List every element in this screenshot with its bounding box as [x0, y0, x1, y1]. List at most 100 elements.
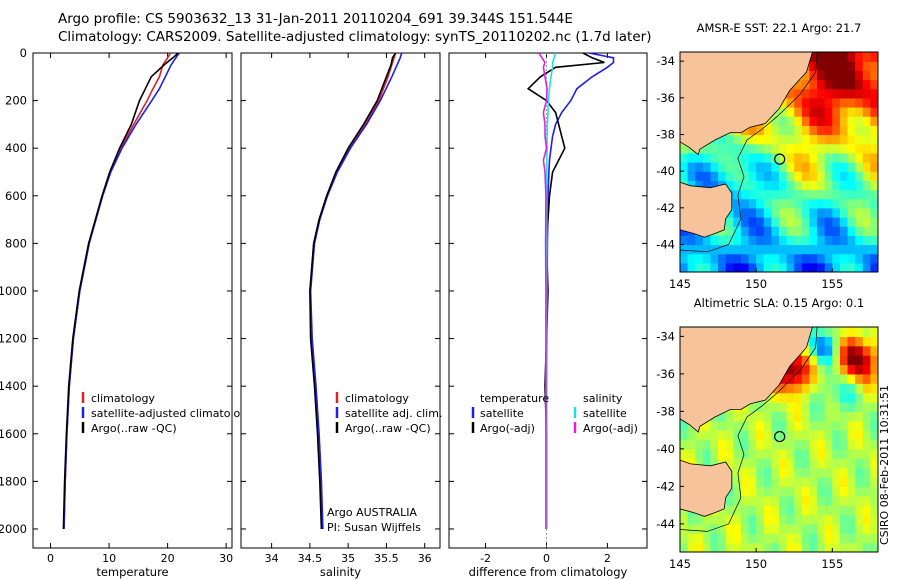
sla_map-cell — [756, 486, 765, 497]
sla_map-cell — [725, 505, 734, 516]
sla_map-cell — [748, 486, 757, 497]
sst_map-cell — [832, 143, 841, 154]
sst_map-cell — [832, 134, 841, 145]
sla_map-cell — [817, 345, 826, 356]
sla_map-cell — [740, 467, 750, 478]
sla_map-cell — [817, 514, 826, 525]
sla_map-cell — [680, 542, 689, 552]
sla_map-cell — [847, 392, 856, 403]
sla_map-cell — [809, 383, 818, 394]
sla_map-cell — [748, 448, 757, 459]
temperature-ytick-label: 1400 — [0, 379, 27, 393]
sla_map-cell — [695, 430, 704, 441]
sst_map-title: AMSR-E SST: 22.1 Argo: 21.7 — [697, 21, 862, 35]
sla_map-cell — [695, 533, 704, 544]
sla_map-cell — [832, 402, 841, 412]
sst_map-cell — [748, 198, 757, 209]
sla_map-cell — [771, 514, 780, 525]
sst_map-cell — [801, 116, 811, 126]
sla_map-cell — [763, 448, 772, 459]
temperature-ytick-label: 1200 — [0, 332, 27, 346]
sla_map-cell — [763, 477, 772, 487]
sst_map-cell — [801, 125, 811, 136]
sla_map-cell — [862, 364, 871, 375]
sla_map-cell — [847, 364, 856, 375]
sst_map-cell — [771, 235, 780, 246]
sla_map-cell — [847, 402, 856, 412]
sla_map-cell — [809, 364, 818, 375]
sst_map-cell — [817, 171, 826, 181]
sla_map-cell — [756, 477, 765, 487]
sst_map-cell — [824, 171, 833, 181]
sla_map-cell — [809, 327, 818, 337]
temperature-xtick-label: 0 — [47, 552, 54, 565]
sla_map-cell — [824, 448, 833, 459]
sst_map-cell — [839, 107, 849, 117]
sst_map-cell — [763, 143, 772, 154]
sla_map-cell — [740, 542, 750, 552]
sla_map-cell — [801, 383, 811, 394]
sla_map-cell — [740, 523, 750, 534]
sst_map-ytick-label: -40 — [656, 164, 675, 178]
sla_map-cell — [740, 495, 750, 506]
sla_map-cell — [847, 458, 856, 469]
sla_map-xtick-label: 145 — [669, 557, 691, 571]
sst_map-cell — [847, 143, 856, 154]
sla_map-cell — [801, 486, 811, 497]
sst_map-cell — [832, 226, 841, 236]
sla_map-cell — [862, 402, 871, 412]
sla_map-cell — [748, 439, 757, 450]
sla_map-cell — [680, 533, 689, 544]
sla_map-cell — [733, 505, 742, 516]
sst_map-cell — [779, 152, 788, 163]
sst_map-cell — [847, 217, 856, 227]
sla_map-cell — [786, 523, 795, 534]
sla_map-cell — [801, 420, 811, 431]
sla_map-cell — [832, 355, 841, 366]
sla_map-cell — [794, 523, 803, 534]
legend-title-temperature: temperature — [480, 392, 549, 405]
sst_map-cell — [718, 171, 727, 181]
sst_map-cell — [855, 198, 864, 209]
sst_map-cell — [847, 97, 856, 108]
sst_map-cell — [733, 134, 742, 145]
sst_map-cell — [771, 244, 780, 255]
sst_map-cell — [862, 253, 871, 264]
sst_map-cell — [809, 134, 818, 145]
sla_map-cell — [824, 533, 833, 544]
sla_map-cell — [680, 523, 689, 534]
sla_map-cell — [824, 430, 833, 441]
sst_map-cell — [733, 152, 742, 163]
legend-label-temperature-satellite: satellite — [480, 407, 524, 420]
sst_map-cell — [809, 235, 818, 246]
sst_map-cell — [771, 134, 780, 145]
sla_map-cell — [687, 439, 696, 450]
sla_map-cell — [824, 383, 833, 394]
sla_map-cell — [839, 439, 849, 450]
sst_map-cell — [763, 125, 772, 136]
sla_map-cell — [718, 542, 727, 552]
sst_map-cell — [801, 253, 811, 264]
sst_map-cell — [832, 244, 841, 255]
sst_map-cell — [748, 207, 757, 218]
sst_map-shelf-contour — [680, 52, 818, 253]
sla_map-cell — [763, 439, 772, 450]
sst_map-cell — [855, 217, 864, 227]
sla_map-cell — [748, 542, 757, 552]
sla_map-cell — [794, 355, 803, 366]
sla_map-cell — [870, 486, 878, 497]
sla_map-cell — [779, 420, 788, 431]
sst_map-cell — [680, 171, 689, 181]
sla_map-cell — [779, 439, 788, 450]
sst_map-cell — [763, 244, 772, 255]
sla_map-cell — [733, 458, 742, 469]
sla_map-cell — [763, 542, 772, 552]
sst_map-cell — [702, 253, 712, 264]
sla_map-cell — [687, 430, 696, 441]
sla_map-cell — [779, 533, 788, 544]
sla_map-cell — [748, 402, 757, 412]
sst_map-cell — [847, 88, 856, 99]
sst_map-cell — [839, 79, 849, 90]
sla_map-cell — [862, 448, 871, 459]
salinity-axes-frame — [240, 52, 441, 549]
